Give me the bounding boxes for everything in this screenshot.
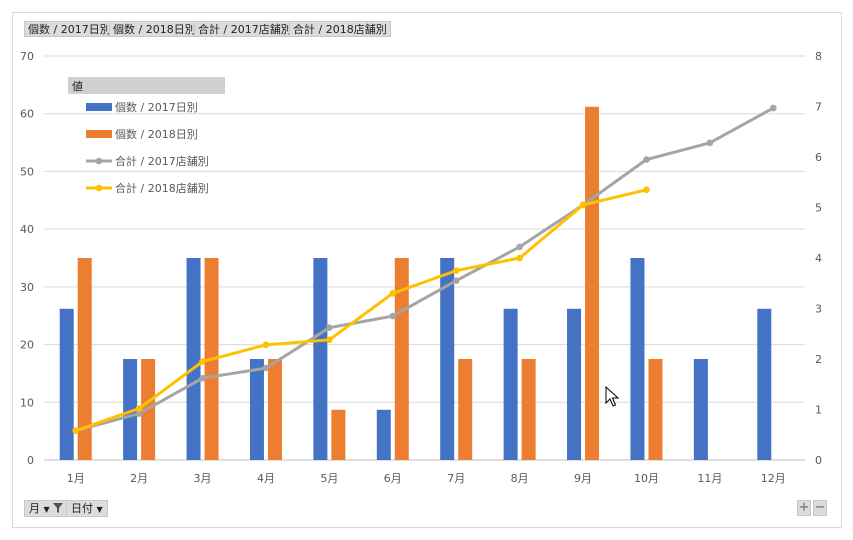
bar bbox=[521, 359, 536, 460]
line-point bbox=[326, 336, 333, 344]
bar bbox=[59, 308, 74, 460]
x-tick-label: 4月 bbox=[257, 472, 275, 485]
axis-button-date-label: 日付 bbox=[71, 502, 93, 515]
filter-funnel-icon bbox=[53, 503, 64, 513]
y-tick-label: 40 bbox=[20, 223, 34, 236]
y-tick-label: 20 bbox=[20, 339, 34, 352]
bar bbox=[503, 308, 518, 460]
y2-tick-label: 2 bbox=[815, 353, 822, 366]
filter-dropdown-icon: ▼ bbox=[43, 505, 50, 514]
line-point bbox=[706, 139, 714, 147]
line-point bbox=[516, 254, 523, 262]
y-tick-label: 0 bbox=[27, 454, 34, 467]
bar bbox=[567, 308, 582, 460]
line-point bbox=[199, 358, 206, 365]
line-point bbox=[135, 410, 143, 417]
line-point bbox=[262, 364, 270, 372]
line-point bbox=[769, 104, 777, 112]
axis-button-date[interactable]: 日付 ▼ bbox=[66, 500, 108, 517]
line-point bbox=[199, 374, 206, 382]
x-tick-label: 8月 bbox=[511, 472, 529, 485]
field-button-count-2017[interactable]: 個数 / 2017日別 bbox=[24, 21, 115, 37]
bar bbox=[376, 409, 391, 460]
line-point bbox=[579, 201, 587, 209]
line-point bbox=[326, 324, 333, 331]
series-line bbox=[74, 188, 648, 433]
field-button-sum-2018[interactable]: 合計 / 2018店舗別 bbox=[289, 21, 391, 37]
y2-tick-label: 4 bbox=[815, 252, 822, 265]
bar bbox=[186, 258, 201, 460]
line-point bbox=[643, 156, 650, 163]
x-tick-label: 3月 bbox=[194, 472, 212, 485]
y2-tick-label: 1 bbox=[815, 404, 822, 417]
series-line bbox=[74, 106, 775, 433]
field-button-sum-2017[interactable]: 合計 / 2017店舗別 bbox=[194, 21, 296, 37]
bar bbox=[267, 359, 282, 460]
axis-button-month-label: 月 bbox=[29, 502, 40, 515]
legend-marker bbox=[95, 184, 103, 192]
line-point bbox=[516, 243, 523, 251]
bar bbox=[331, 409, 346, 460]
x-tick-label: 6月 bbox=[384, 472, 402, 485]
legend-entry: 個数 / 2017日別 bbox=[115, 101, 198, 114]
x-tick-label: 10月 bbox=[634, 472, 659, 485]
y2-tick-label: 5 bbox=[815, 202, 822, 215]
x-tick-label: 9月 bbox=[574, 472, 592, 485]
x-tick-label: 5月 bbox=[320, 472, 338, 485]
bar bbox=[458, 359, 473, 460]
bar bbox=[313, 258, 328, 460]
collapse-field-button[interactable]: − bbox=[813, 500, 827, 516]
y2-tick-label: 6 bbox=[815, 151, 822, 164]
x-tick-label: 11月 bbox=[697, 472, 722, 485]
legend-entry: 個数 / 2018日別 bbox=[115, 128, 198, 141]
line-point bbox=[452, 277, 460, 285]
dropdown-arrow-icon: ▼ bbox=[96, 505, 103, 514]
bar bbox=[757, 308, 772, 460]
bar bbox=[249, 359, 264, 460]
x-tick-label: 7月 bbox=[447, 472, 465, 485]
line-point bbox=[643, 186, 650, 194]
legend-entry: 合計 / 2018店舗別 bbox=[115, 181, 209, 195]
expand-field-button[interactable]: + bbox=[797, 500, 811, 516]
y2-tick-label: 8 bbox=[815, 50, 822, 63]
line-point bbox=[389, 312, 397, 320]
bar bbox=[123, 359, 138, 460]
bar bbox=[693, 359, 708, 460]
axis-button-month[interactable]: 月 ▼ bbox=[24, 500, 69, 517]
line-point bbox=[262, 341, 270, 349]
line-point bbox=[135, 405, 143, 412]
line-point bbox=[389, 290, 397, 297]
x-tick-label: 12月 bbox=[761, 472, 786, 485]
legend-title: 値 bbox=[72, 80, 83, 93]
x-tick-label: 2月 bbox=[130, 472, 148, 485]
y2-tick-label: 7 bbox=[815, 101, 822, 114]
legend-swatch bbox=[86, 103, 112, 111]
bar bbox=[440, 258, 455, 460]
legend-swatch bbox=[86, 130, 112, 138]
bar bbox=[77, 258, 92, 460]
bar bbox=[585, 106, 600, 460]
x-tick-label: 1月 bbox=[67, 472, 85, 485]
y2-tick-label: 0 bbox=[815, 454, 822, 467]
legend-title-bg bbox=[68, 77, 225, 94]
legend-marker bbox=[95, 157, 103, 165]
legend-entry: 合計 / 2017店舗別 bbox=[115, 154, 209, 168]
y2-tick-label: 3 bbox=[815, 303, 822, 316]
bar bbox=[630, 258, 645, 460]
y-tick-label: 10 bbox=[20, 396, 34, 409]
y-tick-label: 70 bbox=[20, 50, 34, 63]
y-tick-label: 30 bbox=[20, 281, 34, 294]
bar bbox=[648, 359, 663, 460]
line-point bbox=[72, 427, 80, 435]
y-tick-label: 60 bbox=[20, 108, 34, 121]
mouse-cursor-icon bbox=[605, 386, 620, 407]
line-point bbox=[452, 267, 460, 274]
y-tick-label: 50 bbox=[20, 165, 34, 178]
